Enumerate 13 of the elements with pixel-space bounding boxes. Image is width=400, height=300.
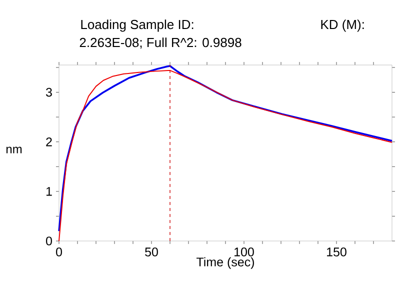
text: KD (M): [321, 20, 364, 32]
x-tick-label: 100 [234, 248, 254, 256]
y-tick-label: 2 [46, 137, 52, 146]
y-tick-label: 1 [46, 187, 52, 196]
x-tick-label: 50 [145, 248, 158, 256]
y-tick-label: 3 [46, 88, 52, 97]
chart-subtitle: 2.263E-08; Full R^2: 0.9898 [80, 38, 242, 49]
x-tick-label: 150 [327, 248, 346, 256]
y-tick-label: 0 [46, 236, 52, 246]
x-axis-title: Time (sec) [196, 257, 254, 269]
chart-title: Loading Sample ID: [81, 20, 194, 32]
x-tick-label: 0 [56, 248, 62, 256]
y-axis-title: nm [6, 146, 22, 154]
